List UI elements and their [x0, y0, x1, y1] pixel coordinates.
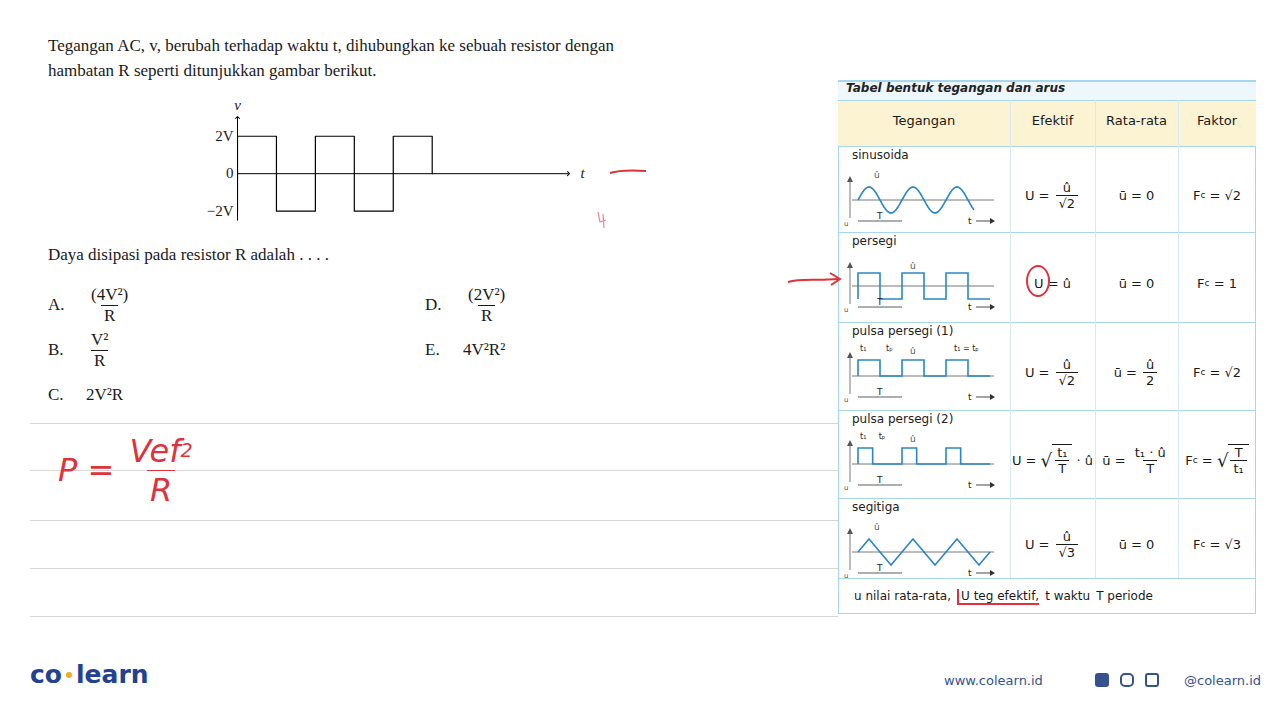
- svg-text:û: û: [874, 170, 880, 180]
- html-text:P =Vef2: P =Vef2: [58, 431, 193, 489]
- svg-text:t: t: [968, 216, 972, 226]
- html-text:A.: A.: [48, 295, 65, 314]
- svg-text:t: t: [968, 392, 972, 402]
- html-text:learn: learn: [76, 660, 149, 689]
- html-text:û: û: [1062, 528, 1071, 544]
- html-text:Tegangan AC, v, berubah terhad: Tegangan AC, v, berubah terhadap waktu t…: [48, 36, 615, 55]
- html-text:B.: B.: [48, 340, 64, 359]
- html-text:R: R: [149, 470, 173, 509]
- svg-text:tₚ: tₚ: [879, 432, 886, 441]
- html-text:R: R: [480, 305, 493, 325]
- svg-text:û: û: [910, 261, 916, 271]
- svg-text:u: u: [844, 306, 848, 314]
- html-text:(2V²): (2V²): [468, 284, 506, 304]
- svg-text:T: T: [876, 211, 883, 221]
- html-text:hambatan R seperti ditunjukkan: hambatan R seperti ditunjukkan gambar be…: [48, 61, 377, 80]
- html-text:U =√ t₁: U =√ t₁: [1011, 445, 1068, 471]
- html-text:√3: √3: [1058, 544, 1076, 560]
- html-text:ū = 0: ū = 0: [1118, 536, 1155, 552]
- svg-text:u: u: [844, 396, 848, 404]
- html-text:pulsa persegi (2): pulsa persegi (2): [852, 412, 954, 426]
- html-text:4V²R²: 4V²R²: [463, 340, 506, 359]
- svg-text:t: t: [968, 568, 972, 578]
- html-text:Fc= √3: Fc= √3: [1192, 536, 1242, 552]
- html-text:T periode: T periode: [1096, 589, 1153, 603]
- html-text:pulsa persegi (1): pulsa persegi (1): [852, 324, 954, 338]
- html-text:persegi: persegi: [852, 234, 897, 248]
- html-text:Faktor: Faktor: [1196, 112, 1238, 128]
- html-text:U = û: U = û: [1034, 275, 1071, 291]
- html-text:û: û: [1062, 356, 1071, 372]
- html-text:U =: U =: [1024, 364, 1054, 380]
- html-text:t₁: t₁: [1233, 461, 1244, 476]
- html-text:2V²R: 2V²R: [86, 385, 124, 404]
- svg-text:u: u: [844, 484, 848, 492]
- html-text:E.: E.: [425, 340, 440, 359]
- html-text:Fc= 1: Fc= 1: [1197, 275, 1237, 291]
- svg-text:2V: 2V: [215, 128, 234, 144]
- html-text:Fc= √2: Fc= √2: [1192, 187, 1242, 203]
- html-text:Fc=√ T: Fc=√ T: [1185, 445, 1243, 471]
- svg-text:T: T: [876, 297, 883, 307]
- svg-text:u: u: [844, 220, 848, 228]
- html-text:u nilai rata-rata,: u nilai rata-rata,: [854, 589, 951, 603]
- html-text:ū = 0: ū = 0: [1118, 275, 1155, 291]
- svg-text:t₁: t₁: [860, 344, 866, 353]
- html-text:ū = t₁ · û: ū = t₁ · û: [1102, 444, 1166, 468]
- html-text:R: R: [94, 350, 106, 370]
- html-text:R: R: [103, 305, 116, 325]
- html-text:Tabel bentuk tegangan dan arus: Tabel bentuk tegangan dan arus: [846, 81, 1066, 95]
- html-text:U teg efektif,: U teg efektif,: [961, 589, 1040, 603]
- svg-text:t: t: [968, 302, 972, 312]
- svg-text:u: u: [844, 572, 848, 580]
- html-text:· û: · û: [1072, 452, 1094, 468]
- svg-text:v: v: [234, 97, 241, 113]
- html-text:√2: √2: [1058, 195, 1076, 211]
- html-text:Fc= √2: Fc= √2: [1192, 364, 1242, 380]
- svg-text:û: û: [910, 434, 916, 444]
- html-text:û: û: [1062, 179, 1071, 195]
- html-text:(4V²): (4V²): [91, 284, 129, 304]
- svg-text:t₁: t₁: [860, 432, 866, 441]
- html-text:T: T: [1146, 460, 1155, 476]
- svg-text:tₚ: tₚ: [886, 344, 893, 353]
- svg-text:t: t: [580, 165, 585, 181]
- html-text:sinusoida: sinusoida: [852, 148, 909, 162]
- html-text:t waktu: t waktu: [1045, 589, 1091, 603]
- svg-text:t: t: [968, 480, 972, 490]
- html-text:U =: U =: [1024, 187, 1054, 203]
- html-text:www.colearn.id: www.colearn.id: [944, 673, 1043, 688]
- html-text:Rata-rata: Rata-rata: [1106, 112, 1167, 128]
- svg-text:û: û: [874, 522, 880, 532]
- html-text:√2: √2: [1058, 372, 1076, 388]
- svg-text:û: û: [910, 346, 916, 356]
- html-text:segitiga: segitiga: [852, 500, 900, 514]
- svg-text:−2V: −2V: [207, 203, 234, 219]
- html-text:ū = 0: ū = 0: [1118, 187, 1155, 203]
- html-text:@colearn.id: @colearn.id: [1184, 673, 1261, 688]
- html-text:C.: C.: [48, 385, 64, 404]
- svg-text:T: T: [876, 563, 883, 573]
- html-text:Daya disipasi pada resistor R: Daya disipasi pada resistor R adalah . .…: [48, 245, 329, 264]
- html-text:Tegangan: Tegangan: [892, 112, 956, 128]
- html-text:2: 2: [1146, 372, 1155, 388]
- html-text:co: co: [30, 660, 62, 689]
- svg-text:T: T: [876, 475, 883, 485]
- html-text:Efektif: Efektif: [1031, 112, 1074, 128]
- svg-text:0: 0: [226, 165, 234, 181]
- html-text:T: T: [1058, 461, 1067, 476]
- svg-text:T: T: [876, 387, 883, 397]
- html-text:D.: D.: [425, 295, 442, 314]
- html-text:ū = û: ū = û: [1113, 356, 1155, 380]
- svg-text:t₁ = tₚ: t₁ = tₚ: [954, 344, 979, 353]
- html-text:U =: U =: [1024, 536, 1054, 552]
- html-text:V²: V²: [91, 329, 109, 349]
